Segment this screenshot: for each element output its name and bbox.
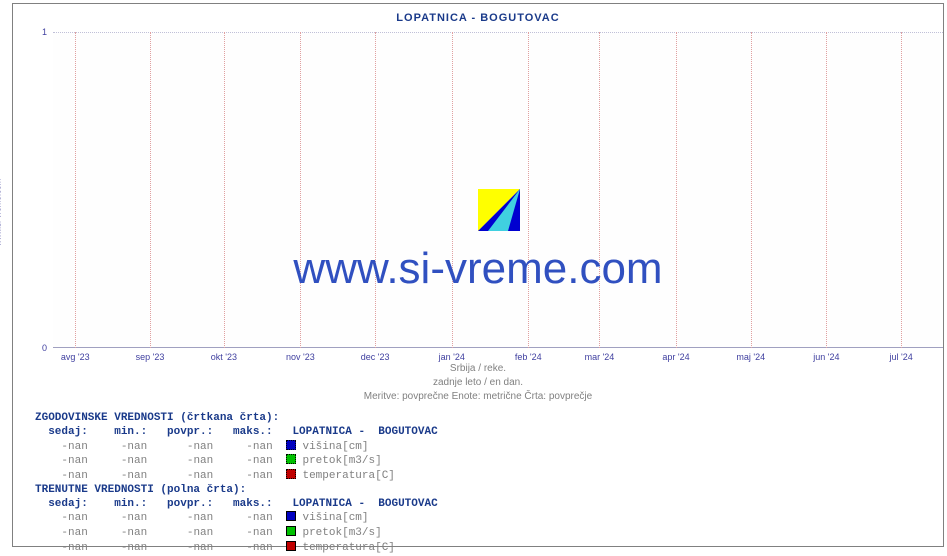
x-tick-6: feb '24 [515,352,542,362]
chart-title: LOPATNICA - BOGUTOVAC [13,12,943,24]
y-tick-0: 0 [42,343,47,353]
hist-r0-maks: -nan [246,441,272,453]
x-tick-1: sep '23 [136,352,165,362]
x-tick-11: jul '24 [890,352,913,362]
hist-swatch-1 [286,454,296,464]
subtitle: Srbija / reke. zadnje leto / en dan. Mer… [13,362,943,404]
curr-r1-param: pretok[m3/s] [302,527,381,539]
curr-r2-param: temperatura[C] [302,542,394,554]
curr-r1-povpr: -nan [187,527,213,539]
x-tick-3: nov '23 [286,352,315,362]
hist-r2-sedaj: -nan [61,470,87,482]
curr-header: TRENUTNE VREDNOSTI (polna črta): [35,484,246,496]
x-tick-7: mar '24 [585,352,615,362]
x-axis-line [53,347,943,348]
x-tick-10: jun '24 [813,352,839,362]
hist-header: ZGODOVINSKE VREDNOSTI (črtkana črta): [35,412,279,424]
hist-swatch-2 [286,469,296,479]
hist-r1-maks: -nan [246,455,272,467]
gridline-y1 [53,32,943,33]
curr-swatch-0 [286,511,296,521]
watermark-logo-icon [478,189,520,231]
hist-r0-sedaj: -nan [61,441,87,453]
curr-r2-min: -nan [121,542,147,554]
curr-r1-maks: -nan [246,527,272,539]
vgrid-0 [75,32,76,348]
vgrid-3 [300,32,301,348]
x-tick-4: dec '23 [361,352,390,362]
hist-r1-povpr: -nan [187,455,213,467]
vgrid-9 [751,32,752,348]
hist-r1-min: -nan [121,455,147,467]
vgrid-5 [452,32,453,348]
hist-r1-param: pretok[m3/s] [302,455,381,467]
curr-r0-maks: -nan [246,512,272,524]
vgrid-1 [150,32,151,348]
curr-swatch-2 [286,541,296,551]
legend-table: ZGODOVINSKE VREDNOSTI (črtkana črta): se… [35,412,438,556]
subtitle-line-3: Meritve: povprečne Enote: metrične Črta:… [13,390,943,404]
curr-r1-min: -nan [121,527,147,539]
subtitle-line-2: zadnje leto / en dan. [13,376,943,390]
hist-columns: sedaj: min.: povpr.: maks.: [35,426,273,438]
curr-swatch-1 [286,526,296,536]
x-tick-9: maj '24 [736,352,765,362]
x-tick-8: apr '24 [662,352,689,362]
curr-r2-maks: -nan [246,542,272,554]
source-url-side: www.si-vreme.com [0,179,3,246]
x-tick-2: okt '23 [211,352,237,362]
curr-columns: sedaj: min.: povpr.: maks.: [35,498,273,510]
chart-container: LOPATNICA - BOGUTOVAC 0 1 avg '23 sep '2… [12,3,944,547]
subtitle-line-1: Srbija / reke. [13,362,943,376]
hist-station: LOPATNICA - BOGUTOVAC [292,426,437,438]
curr-r0-min: -nan [121,512,147,524]
hist-r2-povpr: -nan [187,470,213,482]
curr-r0-param: višina[cm] [302,512,368,524]
x-tick-0: avg '23 [61,352,90,362]
hist-r0-povpr: -nan [187,441,213,453]
hist-r1-sedaj: -nan [61,455,87,467]
curr-r0-sedaj: -nan [61,512,87,524]
vgrid-4 [375,32,376,348]
hist-r0-param: višina[cm] [302,441,368,453]
hist-r0-min: -nan [121,441,147,453]
curr-r0-povpr: -nan [187,512,213,524]
curr-r2-povpr: -nan [187,542,213,554]
hist-r2-min: -nan [121,470,147,482]
watermark-text: www.si-vreme.com [13,244,943,294]
vgrid-6 [528,32,529,348]
hist-r2-maks: -nan [246,470,272,482]
hist-swatch-0 [286,440,296,450]
curr-r2-sedaj: -nan [61,542,87,554]
vgrid-7 [599,32,600,348]
x-tick-5: jan '24 [439,352,465,362]
vgrid-2 [224,32,225,348]
y-tick-1: 1 [42,27,47,37]
curr-r1-sedaj: -nan [61,527,87,539]
hist-r2-param: temperatura[C] [302,470,394,482]
vgrid-10 [826,32,827,348]
vgrid-11 [901,32,902,348]
vgrid-8 [676,32,677,348]
curr-station: LOPATNICA - BOGUTOVAC [292,498,437,510]
